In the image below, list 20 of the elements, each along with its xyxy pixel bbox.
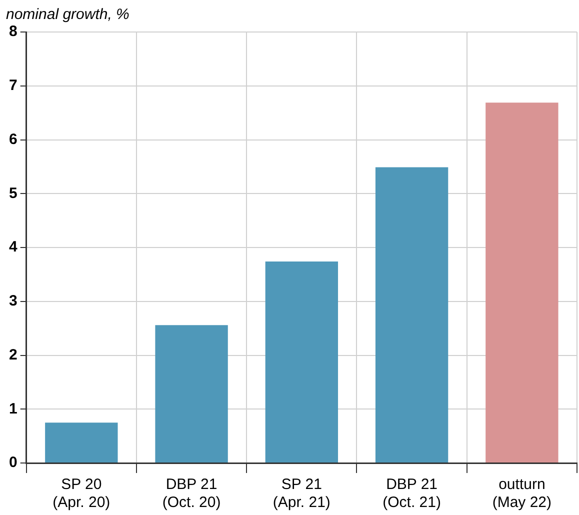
x-tick-label: SP 21 (Apr. 21) <box>272 476 330 512</box>
y-tick-label: 5 <box>9 184 18 202</box>
x-tick-label: DBP 21 (Oct. 20) <box>162 476 221 512</box>
y-tick-label: 7 <box>9 77 18 94</box>
y-tick-label: 1 <box>9 400 18 418</box>
y-tick-label: 2 <box>9 346 18 364</box>
chart-subtitle: nominal growth, % <box>6 6 130 24</box>
x-tick-label: outturn (May 22) <box>492 476 552 512</box>
y-tick-label: 8 <box>9 23 18 40</box>
bar <box>375 167 448 462</box>
x-tick-label: SP 20 (Apr. 20) <box>52 476 110 512</box>
y-tick-label: 3 <box>9 292 18 310</box>
bar <box>155 325 228 462</box>
x-tick-label: DBP 21 (Oct. 21) <box>382 476 441 512</box>
y-tick-label: 0 <box>9 454 18 472</box>
bar <box>486 102 558 462</box>
y-tick-label: 6 <box>9 130 18 148</box>
bar <box>45 422 118 462</box>
y-tick-label: 4 <box>9 238 18 256</box>
bar <box>265 262 338 462</box>
